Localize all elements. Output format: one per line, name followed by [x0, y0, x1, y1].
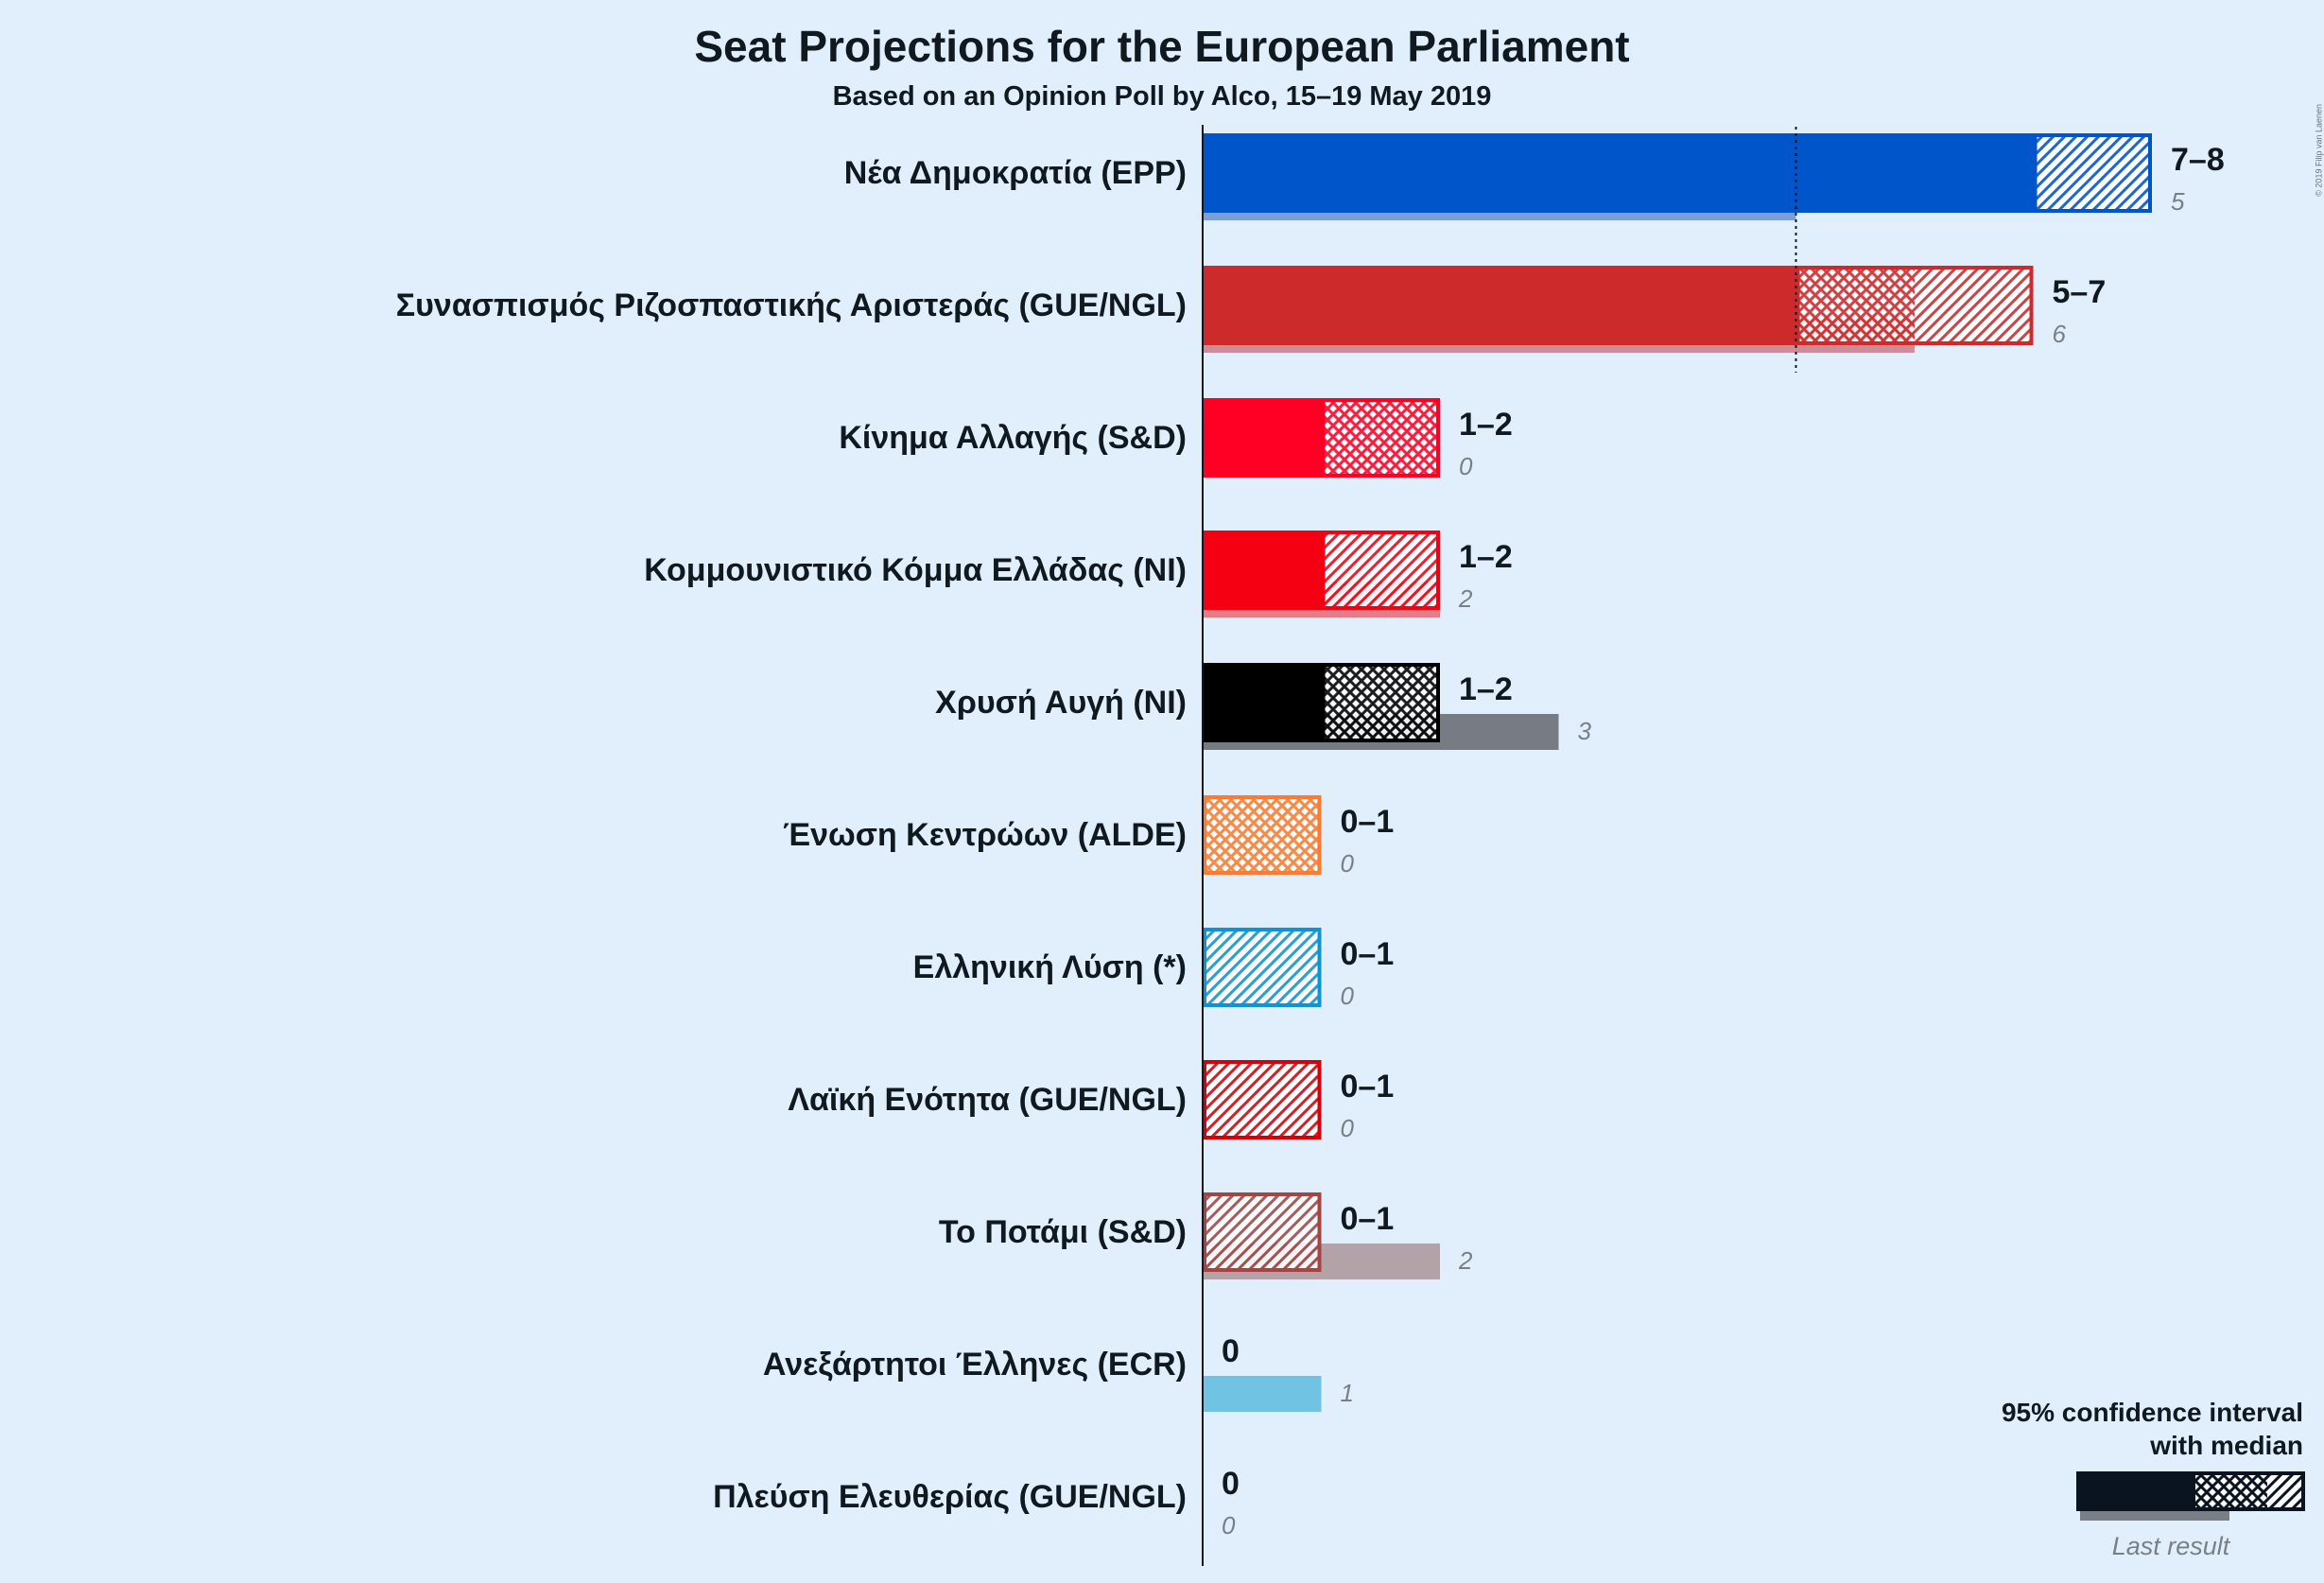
legend-ci-label: 95% confidence interval	[2002, 1398, 2303, 1427]
interval-outline	[1203, 1060, 1322, 1139]
last-result-label: 0	[1459, 452, 1473, 480]
interval-outline	[1203, 1192, 1322, 1272]
interval-outline	[1203, 795, 1322, 875]
upper-interval-bar	[2033, 133, 2152, 213]
party-name-label: Ανεξάρτητοι Έλληνες (ECR)	[763, 1347, 1187, 1383]
party-name-label: Νέα Δημοκρατία (EPP)	[844, 155, 1187, 191]
legend-median-label: with median	[2149, 1431, 2303, 1460]
party-row: Χρυσή Αυγή (NI) 1–2 3	[935, 663, 1592, 750]
party-row: Νέα Δημοκρατία (EPP) 7–8 5	[844, 133, 2225, 220]
range-label: 0–1	[1341, 1201, 1395, 1237]
party-name-label: Ένωση Κεντρώων (ALDE)	[783, 817, 1187, 853]
range-label: 0–1	[1341, 804, 1395, 840]
upper-interval-bar	[1203, 1192, 1322, 1272]
party-name-label: Χρυσή Αυγή (NI)	[935, 685, 1187, 721]
solid-bar	[1203, 663, 1322, 742]
median-interval-bar	[1203, 795, 1322, 875]
solid-bar	[1203, 266, 1796, 345]
party-row: Ελληνική Λύση (*) 0–1 0	[913, 928, 1395, 1010]
median-interval-bar	[1321, 663, 1440, 742]
party-name-label: Ελληνική Λύση (*)	[913, 949, 1187, 985]
interval-outline	[1321, 531, 1440, 610]
range-label: 0	[1222, 1333, 1240, 1369]
interval-outline	[1321, 663, 1440, 742]
last-result-label: 3	[1578, 717, 1592, 745]
chart-title: Seat Projections for the European Parlia…	[694, 22, 1630, 71]
solid-bar	[1203, 398, 1322, 478]
interval-outline	[1795, 266, 2034, 345]
upper-interval-bar	[1203, 928, 1322, 1007]
range-label: 0–1	[1341, 1069, 1395, 1105]
party-row: Ανεξάρτητοι Έλληνες (ECR) 0 1	[763, 1333, 1354, 1412]
range-label: 1–2	[1459, 671, 1513, 707]
range-label: 0	[1222, 1466, 1240, 1502]
last-result-bar	[1203, 1376, 1322, 1412]
range-label: 0–1	[1341, 936, 1395, 972]
solid-bar	[1203, 133, 2034, 213]
range-label: 1–2	[1459, 407, 1513, 443]
last-result-label: 0	[1222, 1511, 1236, 1540]
last-result-label: 0	[1341, 982, 1355, 1010]
upper-interval-bar	[1915, 266, 2034, 345]
legend-upper-swatch	[2267, 1471, 2305, 1511]
interval-outline	[1203, 928, 1322, 1007]
interval-outline	[1321, 398, 1440, 478]
last-result-label: 6	[2053, 320, 2067, 348]
party-name-label: Κομμουνιστικό Κόμμα Ελλάδας (NI)	[644, 552, 1187, 588]
party-row: Κίνημα Αλλαγής (S&D) 1–2 0	[839, 398, 1513, 480]
party-row: Συνασπισμός Ριζοσπαστικής Αριστεράς (GUE…	[396, 266, 2107, 353]
range-label: 7–8	[2171, 142, 2225, 178]
median-interval-bar	[1321, 398, 1440, 478]
legend-outline	[2192, 1471, 2305, 1511]
legend: 95% confidence interval with median Last…	[2002, 1398, 2305, 1560]
legend-solid-swatch	[2076, 1471, 2192, 1511]
last-result-label: 5	[2171, 187, 2185, 216]
party-row: Κομμουνιστικό Κόμμα Ελλάδας (NI) 1–2 2	[644, 531, 1513, 618]
last-result-label: 2	[1458, 1246, 1473, 1275]
bars-layer: Νέα Δημοκρατία (EPP) 7–8 5 Συνασπισμός Ριζο…	[396, 125, 2225, 1566]
interval-outline	[2033, 133, 2152, 213]
solid-bar	[1203, 531, 1322, 610]
legend-median-swatch	[2192, 1471, 2267, 1511]
last-result-label: 2	[1458, 584, 1473, 613]
party-row: Λαϊκή Ενότητα (GUE/NGL) 0–1 0	[788, 1060, 1394, 1142]
median-interval-bar	[1795, 266, 1915, 345]
party-name-label: Συνασπισμός Ριζοσπαστικής Αριστεράς (GUE…	[396, 287, 1187, 323]
upper-interval-bar	[1321, 531, 1440, 610]
party-row: Το Ποτάμι (S&D) 0–1 2	[939, 1192, 1473, 1279]
party-name-label: Λαϊκή Ενότητα (GUE/NGL)	[788, 1082, 1187, 1118]
party-row: Πλεύση Ελευθερίας (GUE/NGL) 0 0	[713, 1466, 1240, 1540]
upper-interval-bar	[1203, 1060, 1322, 1139]
range-label: 1–2	[1459, 539, 1513, 575]
legend-last-result-label: Last result	[2112, 1532, 2231, 1560]
party-row: Ένωση Κεντρώων (ALDE) 0–1 0	[783, 795, 1394, 878]
party-name-label: Πλεύση Ελευθερίας (GUE/NGL)	[713, 1479, 1187, 1515]
range-label: 5–7	[2053, 274, 2107, 310]
party-name-label: Κίνημα Αλλαγής (S&D)	[839, 420, 1187, 456]
last-result-label: 0	[1341, 1114, 1355, 1142]
party-name-label: Το Ποτάμι (S&D)	[939, 1214, 1187, 1250]
last-result-label: 0	[1341, 849, 1355, 878]
chart-subtitle: Based on an Opinion Poll by Alco, 15–19 …	[832, 81, 1492, 112]
last-result-label: 1	[1341, 1379, 1354, 1407]
